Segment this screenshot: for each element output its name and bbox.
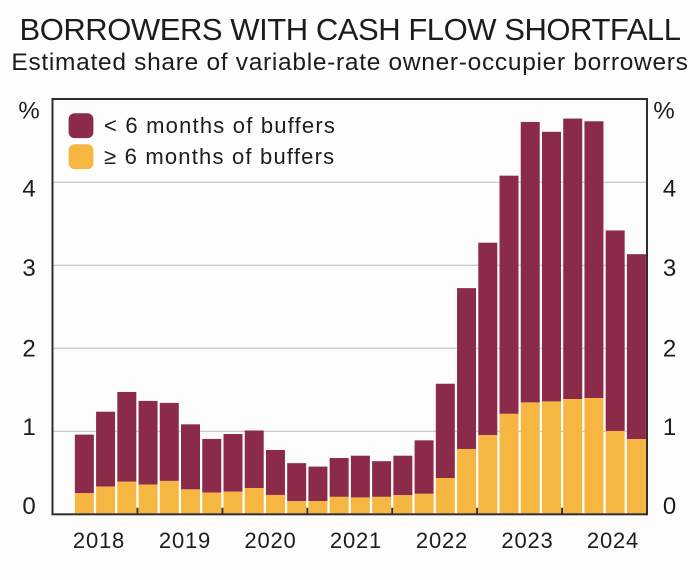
- svg-text:4: 4: [663, 176, 676, 203]
- svg-text:2020: 2020: [244, 528, 296, 553]
- svg-text:1: 1: [663, 414, 676, 441]
- svg-text:< 6 months of buffers: < 6 months of buffers: [104, 113, 336, 138]
- svg-text:%: %: [653, 97, 674, 124]
- svg-text:2022: 2022: [416, 528, 468, 553]
- svg-text:2019: 2019: [159, 528, 211, 553]
- svg-text:%: %: [18, 97, 39, 124]
- svg-text:3: 3: [663, 255, 676, 282]
- svg-text:2023: 2023: [501, 528, 553, 553]
- svg-text:0: 0: [663, 493, 676, 520]
- svg-text:2024: 2024: [587, 528, 639, 553]
- svg-text:4: 4: [22, 176, 35, 203]
- svg-text:Estimated share of variable-ra: Estimated share of variable-rate owner-o…: [11, 49, 688, 76]
- svg-text:1: 1: [22, 414, 35, 441]
- svg-text:2: 2: [22, 336, 35, 363]
- svg-text:≥ 6 months of buffers: ≥ 6 months of buffers: [104, 144, 335, 169]
- svg-text:3: 3: [22, 255, 35, 282]
- svg-text:2018: 2018: [73, 528, 125, 553]
- svg-text:2021: 2021: [330, 528, 382, 553]
- svg-text:0: 0: [22, 493, 35, 520]
- svg-text:BORROWERS WITH CASH FLOW SHORT: BORROWERS WITH CASH FLOW SHORTFALL: [19, 12, 680, 47]
- svg-text:2: 2: [663, 336, 676, 363]
